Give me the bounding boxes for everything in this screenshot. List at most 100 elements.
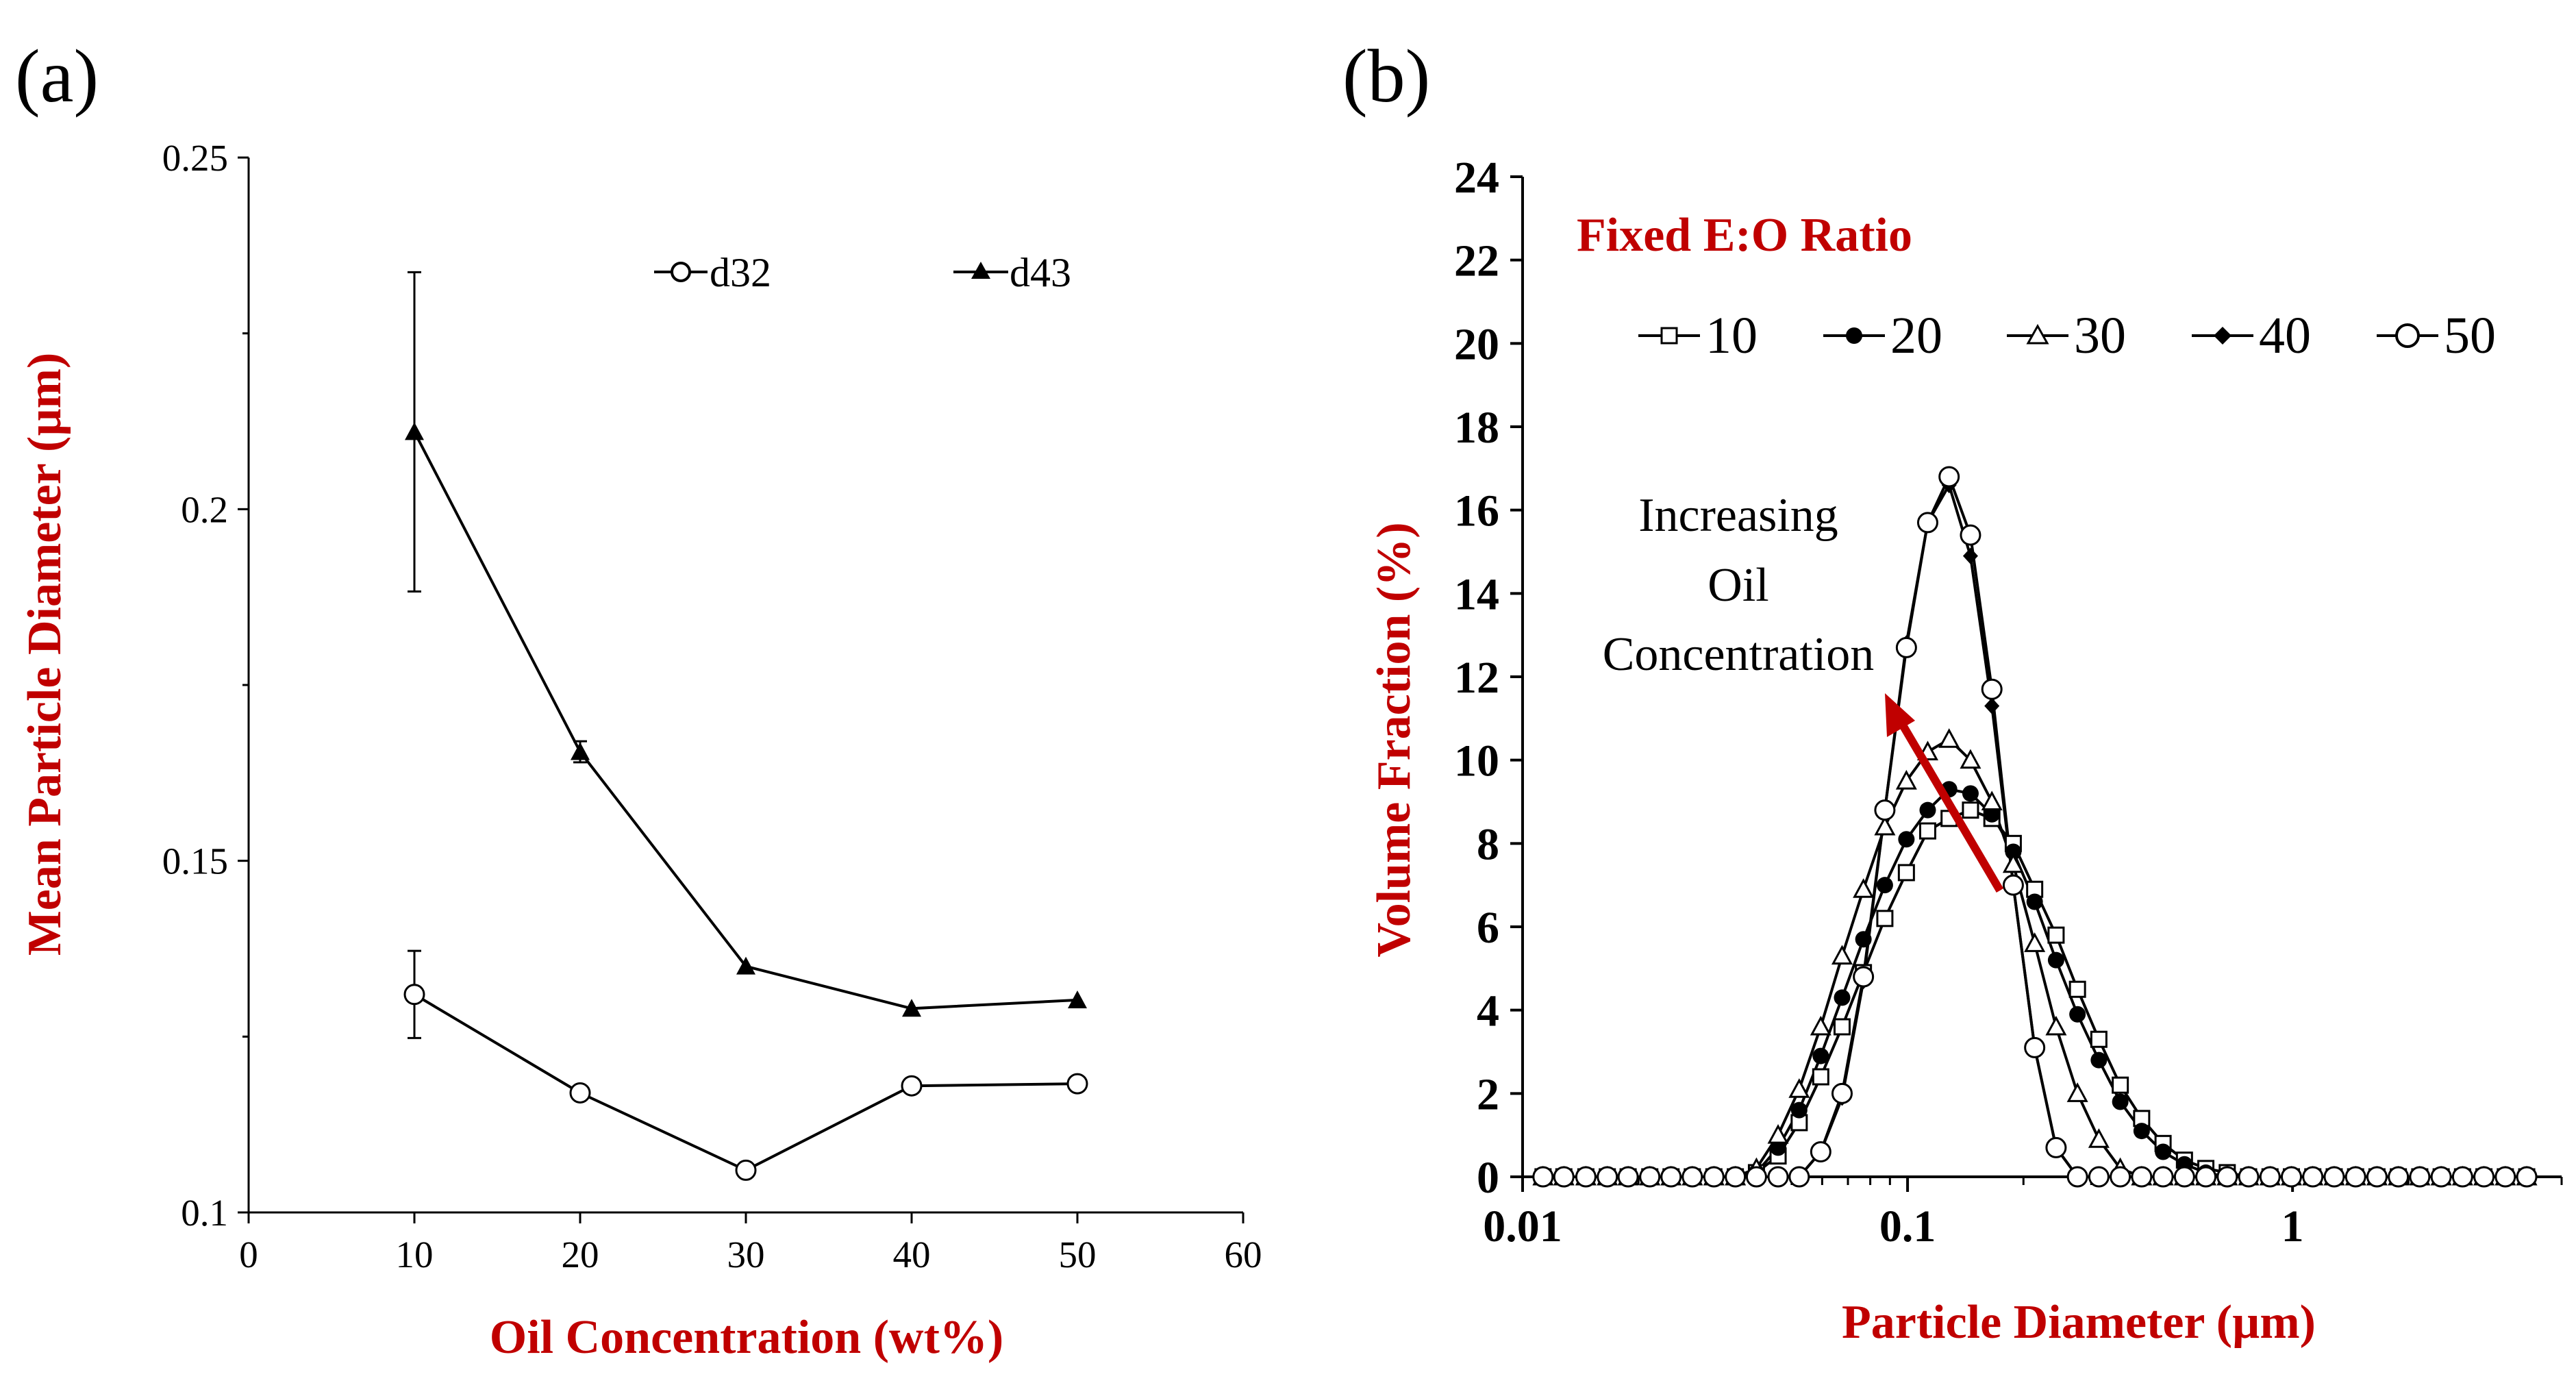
point-50: [2110, 1166, 2131, 1188]
point-30-shape: [1831, 945, 1853, 965]
point-50-shape: [2045, 1136, 2067, 1158]
legend-d32: d32: [654, 250, 771, 295]
point-50-shape: [1745, 1166, 1767, 1188]
point-50: [2088, 1166, 2110, 1188]
point-50-shape: [2516, 1166, 2538, 1188]
point-d32: [735, 1159, 757, 1181]
panel-b-y-tick-label: 12: [1454, 653, 1499, 703]
panel-b-legend: 10 20 30 40 50: [1638, 307, 2496, 364]
point-20: [2069, 1006, 2086, 1023]
point-50-shape: [1617, 1166, 1639, 1188]
point-10-shape: [1833, 1018, 1851, 1036]
point-50-shape: [1553, 1166, 1575, 1188]
point-30: [1788, 1078, 1810, 1098]
legend-30-marker: [2026, 323, 2049, 345]
point-50: [1639, 1166, 1661, 1188]
point-50-shape: [2344, 1166, 2366, 1188]
point-10-shape: [1897, 864, 1915, 882]
point-10-shape: [2112, 1076, 2129, 1094]
point-10-shape: [1876, 910, 1894, 927]
legend-20-marker: [1846, 327, 1862, 344]
point-50: [1874, 799, 1896, 821]
point-50-shape: [2473, 1166, 2495, 1188]
point-10: [1962, 801, 1979, 819]
legend-d43-label: d43: [1010, 250, 1071, 295]
point-20: [2090, 1051, 2108, 1069]
panel-b-y-tick-label: 6: [1477, 903, 1499, 953]
panel-a-y-tick-label: 0.1: [181, 1192, 228, 1234]
point-50-shape: [1981, 678, 2003, 700]
point-20-shape: [1919, 801, 1936, 819]
point-50-shape: [1660, 1166, 1682, 1188]
legend-20: 20: [1823, 307, 1942, 364]
point-d32-shape: [735, 1159, 757, 1181]
point-20-shape: [2090, 1051, 2108, 1069]
point-40: [1984, 697, 2000, 714]
point-50-shape: [1767, 1166, 1789, 1188]
point-10: [1876, 910, 1894, 927]
point-50: [2152, 1166, 2174, 1188]
point-d43: [405, 422, 424, 440]
point-50-shape: [2494, 1166, 2516, 1188]
point-10: [1918, 822, 1936, 840]
panel-b-x-axis-title: Particle Diameter (µm): [1842, 1296, 2316, 1349]
point-d32-shape: [569, 1082, 591, 1104]
point-50: [2216, 1166, 2238, 1188]
panel-b-x-tick-label: 0.1: [1879, 1201, 1936, 1251]
point-50-shape: [2388, 1166, 2410, 1188]
point-30: [2066, 1082, 2088, 1102]
point-50-shape: [1916, 512, 1938, 534]
panel-b-series-lines: [1542, 475, 2527, 1178]
legend-50: 50: [2377, 307, 2496, 364]
point-20-shape: [1898, 831, 1915, 848]
panel-a-x-tick-label: 20: [562, 1234, 599, 1275]
point-20: [2112, 1093, 2129, 1110]
point-50: [1745, 1166, 1767, 1188]
point-20-shape: [2026, 893, 2043, 910]
panel-b-x-tick-label: 1: [2281, 1201, 2304, 1251]
panel-b-y-tick-label: 20: [1454, 319, 1499, 369]
point-30-shape: [1981, 790, 2003, 810]
point-10: [1833, 1018, 1851, 1036]
series-10-line: [1542, 808, 2527, 1178]
point-50: [2344, 1166, 2366, 1188]
point-50: [1938, 466, 1960, 488]
point-50: [2238, 1166, 2260, 1188]
point-d32: [1066, 1073, 1088, 1095]
point-30-shape: [1788, 1078, 1810, 1098]
point-10-shape: [1812, 1068, 1829, 1086]
point-50-shape: [2066, 1166, 2088, 1188]
point-50: [2323, 1166, 2345, 1188]
point-50: [1960, 524, 1981, 546]
point-50: [1831, 1082, 1853, 1104]
panel-b-y-tick-label: 18: [1454, 403, 1499, 453]
panel-a-axes: 0 10 20 30 40 50 60 0.1 0.15 0.2 0.25: [162, 137, 1262, 1275]
point-30: [2045, 1015, 2067, 1036]
point-20-shape: [1962, 785, 1979, 802]
point-50-shape: [1575, 1166, 1597, 1188]
point-d43: [1068, 990, 1087, 1008]
point-20: [2133, 1123, 2150, 1140]
point-50-shape: [2152, 1166, 2174, 1188]
legend-d32-label: d32: [710, 250, 771, 295]
point-50: [2302, 1166, 2324, 1188]
point-50: [2430, 1166, 2452, 1188]
legend-40-label: 40: [2259, 307, 2311, 364]
point-50: [2409, 1166, 2431, 1188]
point-20-shape: [2112, 1093, 2129, 1110]
point-50-shape: [2238, 1166, 2260, 1188]
point-20: [1834, 989, 1851, 1006]
point-d43-shape: [902, 999, 921, 1017]
point-30: [1831, 945, 1853, 965]
annotation-arrow-head: [1885, 693, 1915, 737]
point-d43: [571, 742, 590, 760]
point-30: [2024, 932, 2046, 952]
annotation-arrow-shaft: [1895, 717, 2004, 893]
point-30-shape: [2066, 1082, 2088, 1102]
point-50-shape: [1532, 1166, 1554, 1188]
point-d43: [736, 956, 755, 975]
point-50: [2173, 1166, 2195, 1188]
panel-a-x-tick-label: 50: [1059, 1234, 1097, 1275]
panel-b-title: Fixed E:O Ratio: [1577, 209, 1912, 262]
point-d43-shape: [405, 422, 424, 440]
